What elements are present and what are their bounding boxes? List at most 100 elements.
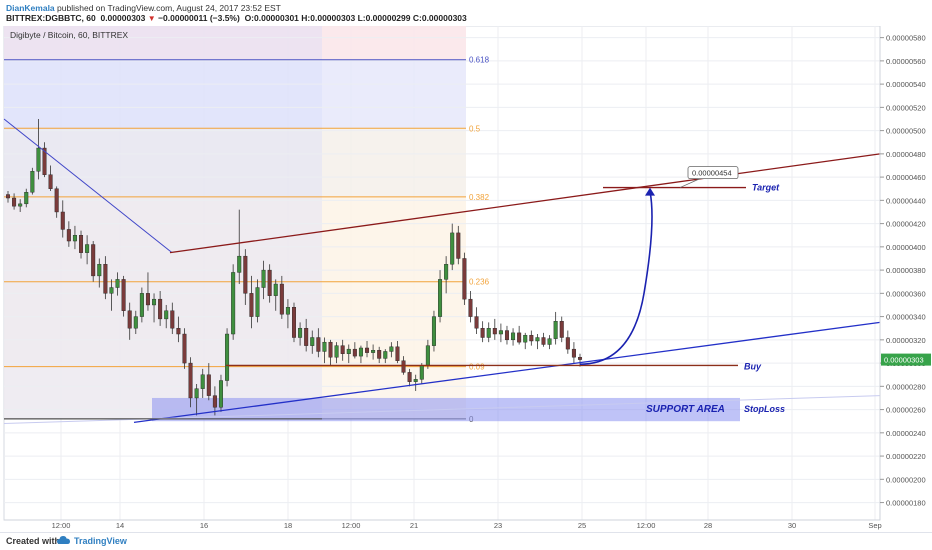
price-axis-label: 0.00000320 — [886, 336, 926, 345]
buy-label: Buy — [744, 361, 762, 371]
chart-title: Digibyte / Bitcoin, 60, BITTREX — [10, 30, 128, 40]
price-axis-label: 0.00000560 — [886, 57, 926, 66]
support-area-label: SUPPORT AREA — [646, 404, 725, 415]
time-axis-label: 12:00 — [342, 521, 361, 530]
candle-body — [438, 279, 443, 317]
candle-body — [72, 235, 77, 242]
candle-body — [553, 321, 558, 339]
candle-body — [206, 374, 211, 396]
price-axis-label: 0.00000360 — [886, 289, 926, 298]
price-axis-label: 0.00000180 — [886, 499, 926, 508]
price-axis-label: 0.00000260 — [886, 406, 926, 415]
candle-body — [407, 372, 412, 382]
candle-body — [316, 337, 321, 352]
price-axis-label: 0.00000240 — [886, 429, 926, 438]
time-axis-label: 14 — [116, 521, 124, 530]
candle-body — [66, 229, 71, 242]
price-axis-label: 0.00000420 — [886, 220, 926, 229]
candle-body — [85, 244, 90, 253]
candle-body — [200, 374, 205, 389]
candle-body — [395, 346, 400, 361]
candle-body — [334, 345, 339, 358]
candle-body — [462, 258, 467, 300]
candle-body — [328, 341, 333, 358]
stoploss-label: StopLoss — [744, 404, 785, 414]
candle-body — [5, 194, 10, 199]
price-axis-label: 0.00000200 — [886, 475, 926, 484]
candle-body — [419, 365, 424, 380]
support-trend-line — [133, 321, 881, 424]
candle-body — [358, 347, 363, 357]
chart-header: DianKemala published on TradingView.com,… — [0, 0, 932, 26]
price-axis-label: 0.00000220 — [886, 452, 926, 461]
ohlc-high: H:0.00000303 — [301, 13, 356, 23]
candle-body — [431, 316, 436, 346]
price-axis-label: 0.00000540 — [886, 80, 926, 89]
candle-body — [322, 341, 327, 352]
fib-level-label: 0.09 — [469, 363, 485, 372]
candle-body — [352, 348, 357, 357]
fib-zone-top — [4, 26, 466, 60]
publish-text: published on TradingView.com, August 24,… — [54, 3, 281, 13]
candle-body — [565, 337, 570, 350]
price-axis-label: 0.00000520 — [886, 103, 926, 112]
projection-arrow-icon — [645, 187, 655, 196]
candle-body — [212, 395, 217, 408]
open-value: 0.00000303 — [100, 13, 146, 23]
candle-body — [310, 337, 315, 346]
candle-body — [127, 310, 132, 329]
ohlc-close: C:0.00000303 — [412, 13, 467, 23]
candle-body — [12, 197, 17, 207]
candle-body — [571, 348, 576, 358]
candle-body — [535, 337, 540, 342]
candle-body — [103, 264, 108, 294]
candle-body — [261, 269, 266, 288]
ohlc-open: O:0.00000301 — [244, 13, 299, 23]
candle-body — [145, 293, 150, 306]
candle-body — [121, 279, 126, 311]
time-axis-label: 16 — [200, 521, 208, 530]
candle-body — [486, 328, 491, 338]
resistance-trend-line — [169, 153, 881, 254]
fib-zone — [4, 128, 466, 197]
candle-body — [504, 330, 509, 341]
candle-body — [450, 232, 455, 265]
candle-body — [468, 298, 473, 317]
ohlc-low: L:0.00000299 — [357, 13, 411, 23]
callout-pointer — [679, 178, 701, 188]
candle-body — [231, 272, 236, 335]
candle-body — [18, 203, 23, 207]
candle-body — [36, 147, 41, 172]
candle-body — [578, 357, 583, 360]
candle-body — [371, 350, 376, 353]
publish-info: DianKemala published on TradingView.com,… — [6, 3, 281, 13]
time-axis-label: 23 — [494, 521, 502, 530]
created-with-label: Created with — [6, 536, 61, 546]
candle-body — [383, 351, 388, 359]
candle-body — [218, 380, 223, 408]
price-axis-label: 0.00000480 — [886, 150, 926, 159]
candle-body — [547, 338, 552, 345]
candle-body — [279, 283, 284, 315]
candle-body — [377, 350, 382, 359]
price-axis-label: 0.00000500 — [886, 127, 926, 136]
price-axis-label: 0.00000340 — [886, 313, 926, 322]
fib-level-label: 0.5 — [469, 124, 481, 133]
price-axis-label: 0.00000580 — [886, 34, 926, 43]
price-axis-label: 0.00000400 — [886, 243, 926, 252]
candle-body — [243, 255, 248, 294]
price-axis-label: 0.00000280 — [886, 382, 926, 391]
candle-body — [285, 307, 290, 315]
candle-body — [492, 328, 497, 335]
projection-curve — [579, 191, 653, 366]
candle-body — [139, 293, 144, 317]
candle-body — [133, 316, 138, 329]
candle-body — [523, 334, 528, 343]
candle-body — [273, 283, 278, 296]
candle-body — [237, 255, 242, 273]
tradingview-brand[interactable]: TradingView — [74, 536, 127, 546]
time-axis-label: 28 — [704, 521, 712, 530]
author-name[interactable]: DianKemala — [6, 3, 55, 13]
